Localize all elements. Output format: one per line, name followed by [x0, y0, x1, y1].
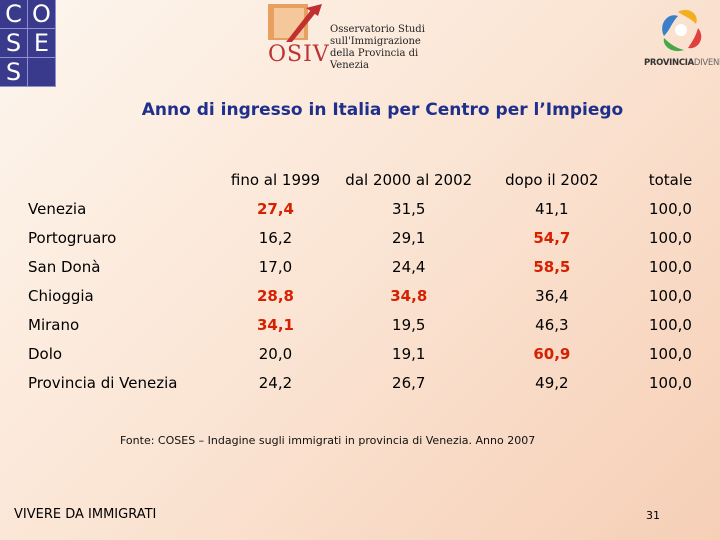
table-cell: 24,2 [258, 373, 293, 392]
row-label: Provincia di Venezia [28, 373, 178, 392]
table-cell: 41,1 [535, 199, 569, 218]
table-cell: 54,7 [533, 228, 571, 247]
provincia-word: PROVINCIA [644, 58, 694, 68]
table-cell: 29,1 [392, 228, 426, 247]
table-cell: 49,2 [535, 373, 569, 392]
column-header: totale [648, 171, 693, 189]
osiv-caption-line: della Provincia di Venezia [330, 48, 419, 71]
page-number: 31 [646, 509, 660, 522]
table-cell: 17,0 [258, 257, 293, 276]
table-cell: 58,5 [533, 257, 571, 276]
coses-letter [28, 58, 56, 87]
table-cell: 27,4 [256, 199, 294, 218]
table-row: Dolo 20,0 19,1 60,9 100,0 [28, 339, 720, 368]
row-label: Mirano [28, 315, 80, 334]
coses-letter: O [28, 0, 56, 29]
row-label: Chioggia [28, 286, 94, 305]
source-note: Fonte: COSES – Indagine sugli immigrati … [120, 434, 536, 447]
footer-title: VIVERE DA IMMIGRATI [14, 507, 157, 522]
table-cell: 34,8 [390, 286, 428, 305]
table-row: Portogruaro 16,2 29,1 54,7 100,0 [28, 223, 720, 252]
provincia-emblem-icon [662, 9, 702, 52]
table-cell: 19,1 [392, 344, 426, 363]
table-row: Chioggia 28,8 34,8 36,4 100,0 [28, 281, 720, 310]
table-cell: 46,3 [535, 315, 569, 334]
row-label: Dolo [28, 344, 63, 363]
provincia-wordmark: PROVINCIADIVENEZIA [644, 58, 720, 68]
osiv-wordmark: OSIV [268, 42, 330, 67]
osiv-caption-line: Osservatorio Studi [330, 24, 425, 35]
table-cell: 100,0 [649, 228, 692, 247]
table-cell: 31,5 [392, 199, 426, 218]
provincia-logo: PROVINCIADIVENEZIA [644, 6, 720, 70]
table-cell: 36,4 [535, 286, 569, 305]
table-row: Venezia 27,4 31,5 41,1 100,0 [28, 194, 720, 223]
data-table: fino al 1999 dal 2000 al 2002 dopo il 20… [28, 166, 720, 397]
table-cell: 100,0 [649, 199, 692, 218]
provincia-venezia-word: DIVENEZIA [693, 58, 720, 68]
table-cell: 60,9 [533, 344, 571, 363]
table-cell: 24,4 [392, 257, 426, 276]
osiv-emblem-icon [268, 4, 322, 42]
column-header: dal 2000 al 2002 [345, 171, 473, 189]
osiv-caption: Osservatorio Studi sull'Immigrazione del… [330, 24, 456, 72]
osiv-caption-line: sull'Immigrazione [330, 36, 421, 47]
coses-letter: E [28, 29, 56, 58]
row-label: Venezia [28, 199, 87, 218]
column-header: dopo il 2002 [505, 171, 599, 189]
osiv-logo: OSIV Osservatorio Studi sull'Immigrazion… [266, 2, 456, 71]
row-label: San Donà [28, 257, 101, 276]
row-label: Portogruaro [28, 228, 117, 247]
table-cell: 19,5 [392, 315, 426, 334]
coses-letter: C [0, 0, 28, 29]
column-header [28, 166, 216, 194]
table-header-row: fino al 1999 dal 2000 al 2002 dopo il 20… [28, 166, 720, 194]
coses-logo: C O S E S [0, 0, 56, 87]
table-row: San Donà 17,0 24,4 58,5 100,0 [28, 252, 720, 281]
table-cell: 16,2 [258, 228, 293, 247]
table-cell: 28,8 [256, 286, 294, 305]
table-cell: 34,1 [256, 315, 294, 334]
table-cell: 20,0 [258, 344, 293, 363]
coses-letter: S [0, 29, 28, 58]
table-cell: 100,0 [649, 315, 692, 334]
table-cell: 100,0 [649, 286, 692, 305]
table-row: Mirano 34,1 19,5 46,3 100,0 [28, 310, 720, 339]
table-cell: 100,0 [649, 373, 692, 392]
table-cell: 100,0 [649, 344, 692, 363]
table-cell: 100,0 [649, 257, 692, 276]
table-row: Provincia di Venezia 24,2 26,7 49,2 100,0 [28, 368, 720, 397]
coses-letter: S [0, 58, 28, 87]
page-title: Anno di ingresso in Italia per Centro pe… [141, 100, 624, 120]
table-cell: 26,7 [392, 373, 426, 392]
column-header: fino al 1999 [230, 171, 321, 189]
